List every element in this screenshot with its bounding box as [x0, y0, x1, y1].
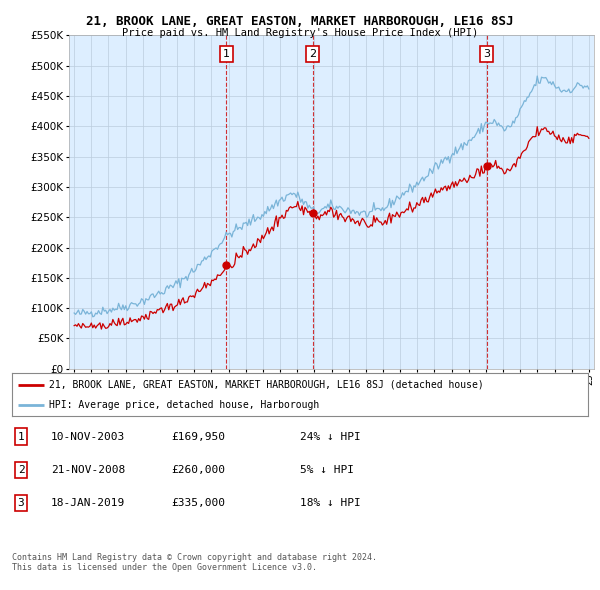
Text: Contains HM Land Registry data © Crown copyright and database right 2024.: Contains HM Land Registry data © Crown c…	[12, 553, 377, 562]
Text: 24% ↓ HPI: 24% ↓ HPI	[300, 432, 361, 441]
Text: £169,950: £169,950	[171, 432, 225, 441]
Text: 10-NOV-2003: 10-NOV-2003	[51, 432, 125, 441]
Text: HPI: Average price, detached house, Harborough: HPI: Average price, detached house, Harb…	[49, 401, 320, 410]
Text: 21, BROOK LANE, GREAT EASTON, MARKET HARBOROUGH, LE16 8SJ: 21, BROOK LANE, GREAT EASTON, MARKET HAR…	[86, 15, 514, 28]
Text: 1: 1	[17, 432, 25, 441]
Text: £260,000: £260,000	[171, 465, 225, 474]
Text: This data is licensed under the Open Government Licence v3.0.: This data is licensed under the Open Gov…	[12, 563, 317, 572]
Text: 3: 3	[17, 498, 25, 507]
Text: Price paid vs. HM Land Registry's House Price Index (HPI): Price paid vs. HM Land Registry's House …	[122, 28, 478, 38]
Text: 2: 2	[309, 49, 316, 59]
Text: 5% ↓ HPI: 5% ↓ HPI	[300, 465, 354, 474]
Text: 21, BROOK LANE, GREAT EASTON, MARKET HARBOROUGH, LE16 8SJ (detached house): 21, BROOK LANE, GREAT EASTON, MARKET HAR…	[49, 380, 484, 390]
Text: 18-JAN-2019: 18-JAN-2019	[51, 498, 125, 507]
Text: £335,000: £335,000	[171, 498, 225, 507]
Text: 21-NOV-2008: 21-NOV-2008	[51, 465, 125, 474]
Text: 2: 2	[17, 465, 25, 474]
Text: 1: 1	[223, 49, 230, 59]
Text: 18% ↓ HPI: 18% ↓ HPI	[300, 498, 361, 507]
Text: 3: 3	[483, 49, 490, 59]
